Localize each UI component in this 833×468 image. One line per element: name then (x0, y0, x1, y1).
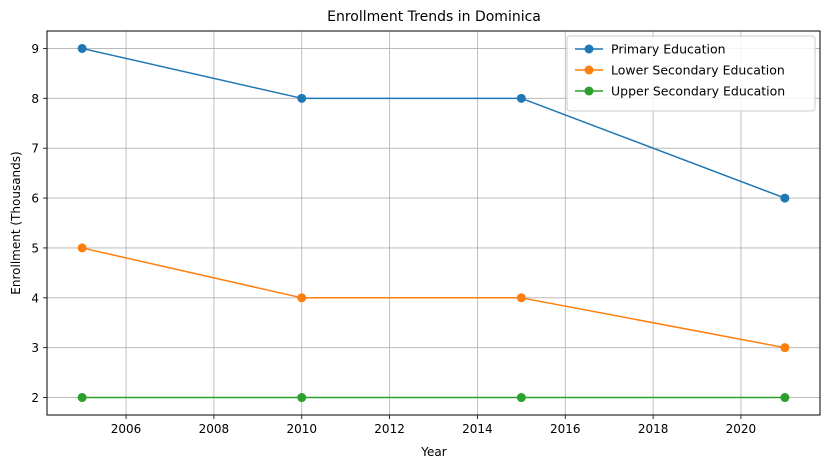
data-point (516, 293, 526, 303)
series-line-1 (81, 47, 786, 199)
data-point (516, 393, 526, 403)
y-tick-label: 2 (31, 391, 39, 405)
legend-marker (584, 44, 594, 54)
data-point (516, 93, 526, 103)
x-axis-label: Year (420, 445, 446, 459)
y-tick-label: 4 (31, 291, 39, 305)
y-tick-label: 5 (31, 241, 39, 255)
y-tick-label: 7 (31, 142, 39, 156)
series-line-2 (81, 247, 786, 349)
data-point (77, 243, 87, 253)
legend-label: Primary Education (611, 42, 726, 57)
x-tick-label: 2016 (550, 422, 581, 436)
legend-label: Upper Secondary Education (611, 84, 785, 99)
series-layer (77, 43, 790, 403)
data-point (780, 393, 790, 403)
y-tick-label: 6 (31, 192, 39, 206)
data-point (780, 343, 790, 353)
tick-layer: 2006 2008 2010 2012 2014 2016 2018 2020 2 3 4 5 6 7 8 9 (31, 42, 756, 436)
y-axis-label: Enrollment (Thousands) (9, 151, 23, 294)
y-tick-label: 8 (31, 92, 39, 106)
plot-frame (46, 30, 821, 416)
legend-label: Lower Secondary Education (611, 63, 785, 78)
x-tick-label: 2020 (726, 422, 757, 436)
data-point (780, 193, 790, 203)
chart-title: Enrollment Trends in Dominica (327, 9, 541, 25)
legend-marker (584, 86, 594, 96)
x-tick-label: 2012 (374, 422, 405, 436)
legend-marker (584, 65, 594, 75)
x-tick-label: 2008 (199, 422, 230, 436)
data-point (297, 293, 307, 303)
y-tick-label: 9 (31, 42, 39, 56)
x-tick-label: 2018 (638, 422, 669, 436)
data-point (77, 43, 87, 53)
legend-box (566, 35, 816, 112)
data-point (77, 393, 87, 403)
x-tick-label: 2006 (111, 422, 142, 436)
data-point (297, 93, 307, 103)
y-tick-label: 3 (31, 341, 39, 355)
data-point (297, 393, 307, 403)
x-tick-label: 2010 (286, 422, 317, 436)
legend: Primary Education Lower Secondary Educati… (566, 35, 816, 112)
x-tick-label: 2014 (462, 422, 493, 436)
